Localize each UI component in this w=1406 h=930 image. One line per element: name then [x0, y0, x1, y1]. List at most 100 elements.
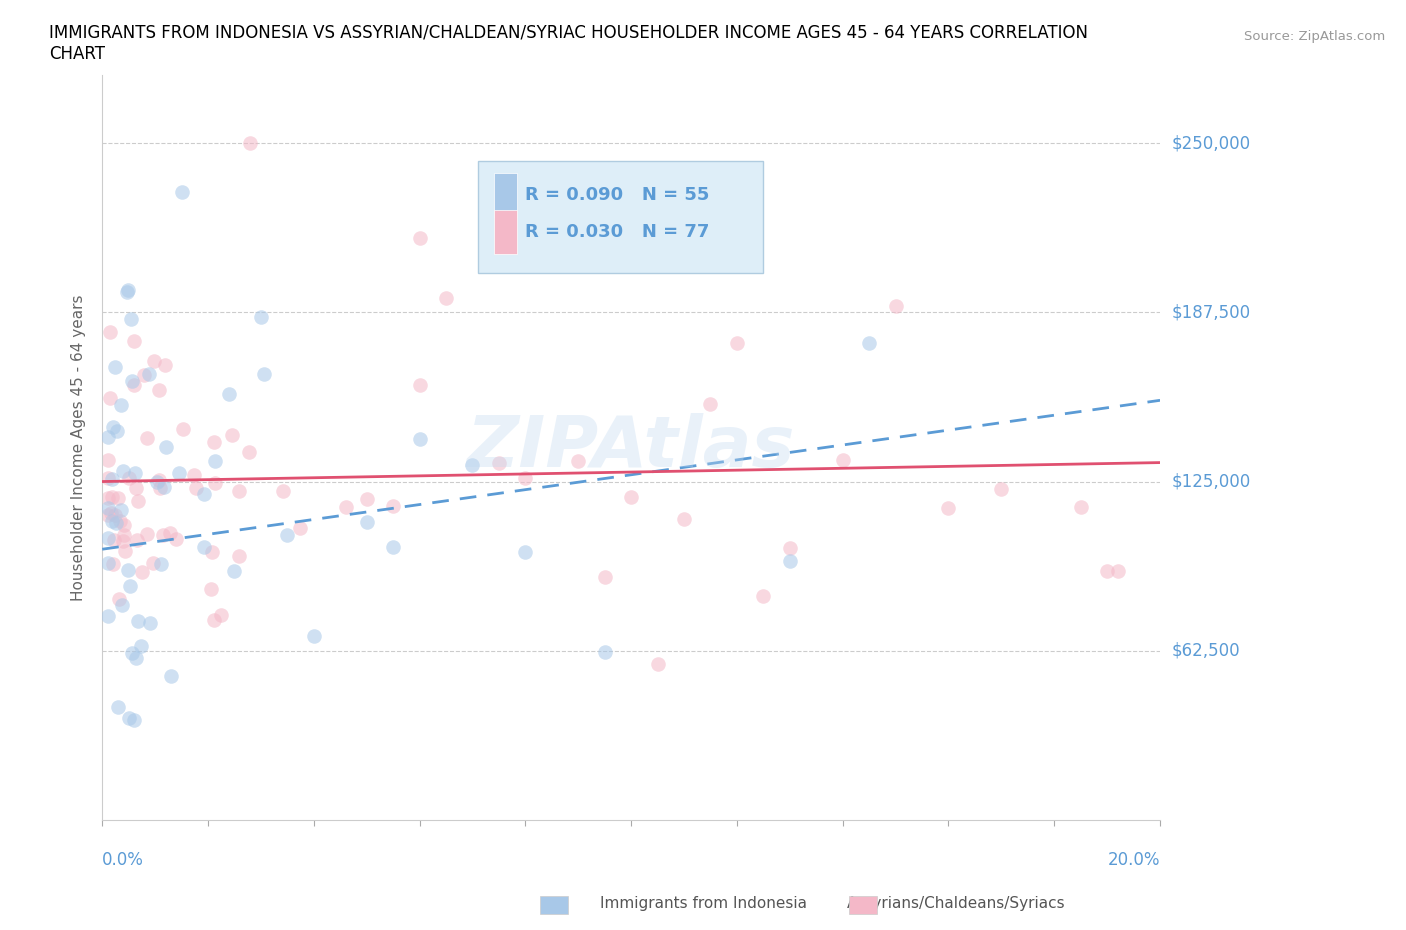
Point — [155, 439, 177, 454]
Point — [228, 484, 250, 498]
Point — [288, 521, 311, 536]
Point — [103, 556, 125, 571]
Point — [204, 454, 226, 469]
Point — [221, 428, 243, 443]
Point — [884, 299, 907, 313]
Point — [124, 378, 146, 392]
Point — [108, 513, 131, 528]
Point — [136, 526, 159, 541]
Text: $250,000: $250,000 — [1171, 134, 1250, 153]
Point — [202, 613, 225, 628]
FancyBboxPatch shape — [494, 173, 517, 217]
Point — [153, 480, 176, 495]
Point — [159, 525, 181, 540]
Point — [149, 557, 172, 572]
Text: Source: ZipAtlas.com: Source: ZipAtlas.com — [1244, 30, 1385, 43]
Point — [136, 431, 159, 445]
Text: 20.0%: 20.0% — [1108, 851, 1160, 869]
Point — [129, 638, 152, 653]
Point — [101, 513, 124, 528]
Point — [97, 501, 120, 516]
Point — [127, 613, 149, 628]
Point — [1107, 564, 1129, 578]
Point — [112, 517, 135, 532]
Point — [779, 553, 801, 568]
Point — [112, 527, 135, 542]
Point — [620, 489, 643, 504]
FancyBboxPatch shape — [478, 161, 763, 272]
Point — [461, 458, 484, 472]
Point — [209, 607, 232, 622]
Point — [121, 373, 143, 388]
Text: Assyrians/Chaldeans/Syriacs: Assyrians/Chaldeans/Syriacs — [846, 897, 1066, 911]
Point — [165, 532, 187, 547]
Point — [408, 378, 430, 392]
Point — [201, 545, 224, 560]
Point — [98, 391, 121, 405]
Point — [125, 532, 148, 547]
Point — [408, 432, 430, 446]
Point — [831, 452, 853, 467]
Text: $187,500: $187,500 — [1171, 303, 1250, 322]
Point — [112, 534, 135, 549]
Point — [131, 565, 153, 579]
Text: ZIPAtlas: ZIPAtlas — [467, 413, 796, 482]
Point — [152, 527, 174, 542]
Point — [218, 386, 240, 401]
Point — [118, 578, 141, 593]
Point — [335, 499, 357, 514]
Text: $62,500: $62,500 — [1171, 642, 1240, 659]
Point — [193, 539, 215, 554]
Point — [96, 609, 118, 624]
Point — [170, 184, 193, 199]
Point — [515, 544, 537, 559]
Point — [434, 290, 457, 305]
Point — [672, 512, 695, 526]
Point — [101, 490, 124, 505]
Point — [593, 644, 616, 659]
Point — [567, 454, 589, 469]
Point — [96, 430, 118, 445]
Point — [96, 452, 118, 467]
Point — [276, 528, 298, 543]
Point — [699, 397, 721, 412]
Point — [138, 366, 160, 381]
Point — [515, 471, 537, 485]
Point — [107, 699, 129, 714]
Point — [149, 481, 172, 496]
Point — [104, 359, 127, 374]
Point — [143, 353, 166, 368]
Point — [153, 358, 176, 373]
Point — [148, 383, 170, 398]
Point — [139, 616, 162, 631]
Point — [122, 334, 145, 349]
Point — [202, 434, 225, 449]
Point — [118, 711, 141, 725]
Point — [382, 498, 405, 513]
Point — [118, 471, 141, 485]
Point — [238, 445, 260, 459]
Point — [488, 456, 510, 471]
Point — [228, 549, 250, 564]
Point — [115, 285, 138, 299]
Point — [103, 419, 125, 434]
Point — [132, 368, 155, 383]
Point — [122, 713, 145, 728]
Point — [408, 231, 430, 246]
Text: CHART: CHART — [49, 45, 105, 62]
Point — [125, 650, 148, 665]
Point — [186, 481, 208, 496]
Point — [105, 423, 128, 438]
Point — [96, 491, 118, 506]
Point — [1070, 499, 1092, 514]
Point — [121, 645, 143, 660]
Point — [96, 471, 118, 485]
Point — [110, 502, 132, 517]
Point — [1095, 564, 1118, 578]
Point — [356, 491, 378, 506]
Point — [302, 629, 325, 644]
Text: R = 0.030   N = 77: R = 0.030 N = 77 — [526, 223, 710, 241]
Point — [172, 422, 194, 437]
Point — [250, 310, 273, 325]
Point — [160, 668, 183, 683]
